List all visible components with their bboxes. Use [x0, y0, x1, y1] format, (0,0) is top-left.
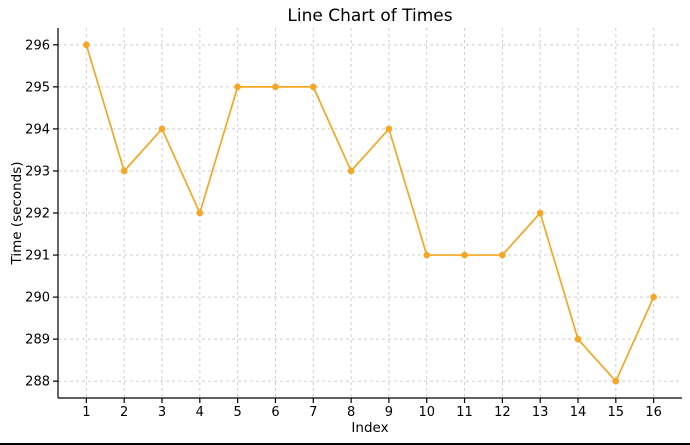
data-point	[272, 83, 279, 91]
data-point	[423, 251, 431, 259]
y-tick-label: 288	[25, 375, 50, 390]
y-tick-label: 290	[25, 291, 50, 306]
x-tick-label: 16	[645, 405, 662, 420]
x-axis-title: Index	[351, 420, 388, 436]
y-tick-label: 295	[25, 80, 50, 95]
x-tick-label: 9	[385, 405, 393, 420]
data-point	[650, 293, 657, 301]
x-tick-label: 11	[456, 405, 473, 420]
x-tick-label: 2	[120, 405, 128, 420]
y-tick-label: 296	[25, 38, 50, 53]
data-point	[574, 335, 582, 343]
data-point	[385, 125, 393, 133]
ticks: 1 2 3 4 5 6 7 8 9 10 11 12 13 14 15 1628828929029129229…	[25, 38, 662, 420]
y-axis-title: Time (seconds)	[9, 161, 25, 265]
data-point	[120, 167, 128, 175]
data-point	[461, 251, 468, 259]
x-tick-label: 4	[196, 405, 204, 420]
grid	[58, 28, 682, 398]
y-tick-label: 292	[25, 207, 50, 222]
data-point	[499, 251, 506, 259]
data-point	[347, 167, 355, 175]
y-tick-label: 294	[25, 122, 50, 137]
y-tick-label: 293	[25, 164, 50, 179]
x-tick-label: 7	[309, 405, 317, 420]
x-tick-label: 12	[494, 405, 511, 420]
x-tick-label: 8	[347, 405, 355, 420]
series-line	[85, 44, 655, 383]
series	[83, 41, 657, 385]
x-tick-label: 1	[82, 405, 90, 420]
data-point	[196, 209, 204, 217]
data-point	[234, 83, 241, 91]
x-tick-label: 14	[570, 405, 587, 420]
y-tick-label: 289	[25, 333, 50, 348]
x-tick-label: 3	[158, 405, 166, 420]
y-tick-label: 291	[25, 249, 50, 264]
x-tick-label: 5	[233, 405, 241, 420]
data-point	[83, 41, 90, 49]
data-point	[536, 209, 544, 217]
x-tick-label: 15	[608, 405, 625, 420]
x-tick-label: 6	[271, 405, 279, 420]
data-point	[612, 377, 620, 385]
x-tick-label: 10	[418, 405, 435, 420]
x-tick-label: 13	[532, 405, 549, 420]
chart-title: Line Chart of Times	[287, 6, 452, 26]
data-point	[158, 125, 166, 133]
data-point	[309, 83, 317, 91]
